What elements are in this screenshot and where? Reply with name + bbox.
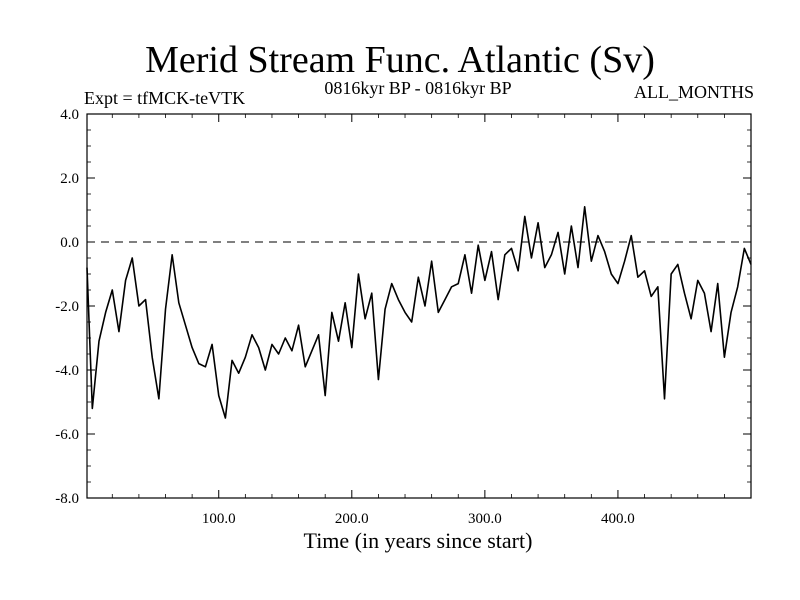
x-axis-label: Time (in years since start): [303, 528, 533, 553]
experiment-label: Expt = tfMCK-teVTK: [84, 88, 246, 108]
y-tick-label: -2.0: [55, 299, 79, 315]
y-tick-label: -6.0: [55, 427, 79, 443]
time-range-label: 0816kyr BP - 0816kyr BP: [324, 78, 512, 98]
chart-title: Merid Stream Func. Atlantic (Sv): [145, 39, 655, 81]
y-tick-label: 4.0: [60, 107, 79, 123]
months-label: ALL_MONTHS: [634, 82, 754, 102]
x-tick-label: 200.0: [335, 511, 369, 527]
x-tick-label: 100.0: [202, 511, 236, 527]
y-tick-label: 0.0: [60, 235, 79, 251]
series-line: [86, 206, 752, 419]
y-tick-label: 2.0: [60, 171, 79, 187]
y-tick-label: -8.0: [55, 491, 79, 507]
y-tick-label: -4.0: [55, 363, 79, 379]
x-tick-label: 400.0: [601, 511, 635, 527]
plot-frame: [86, 113, 752, 499]
x-tick-label: 300.0: [468, 511, 502, 527]
